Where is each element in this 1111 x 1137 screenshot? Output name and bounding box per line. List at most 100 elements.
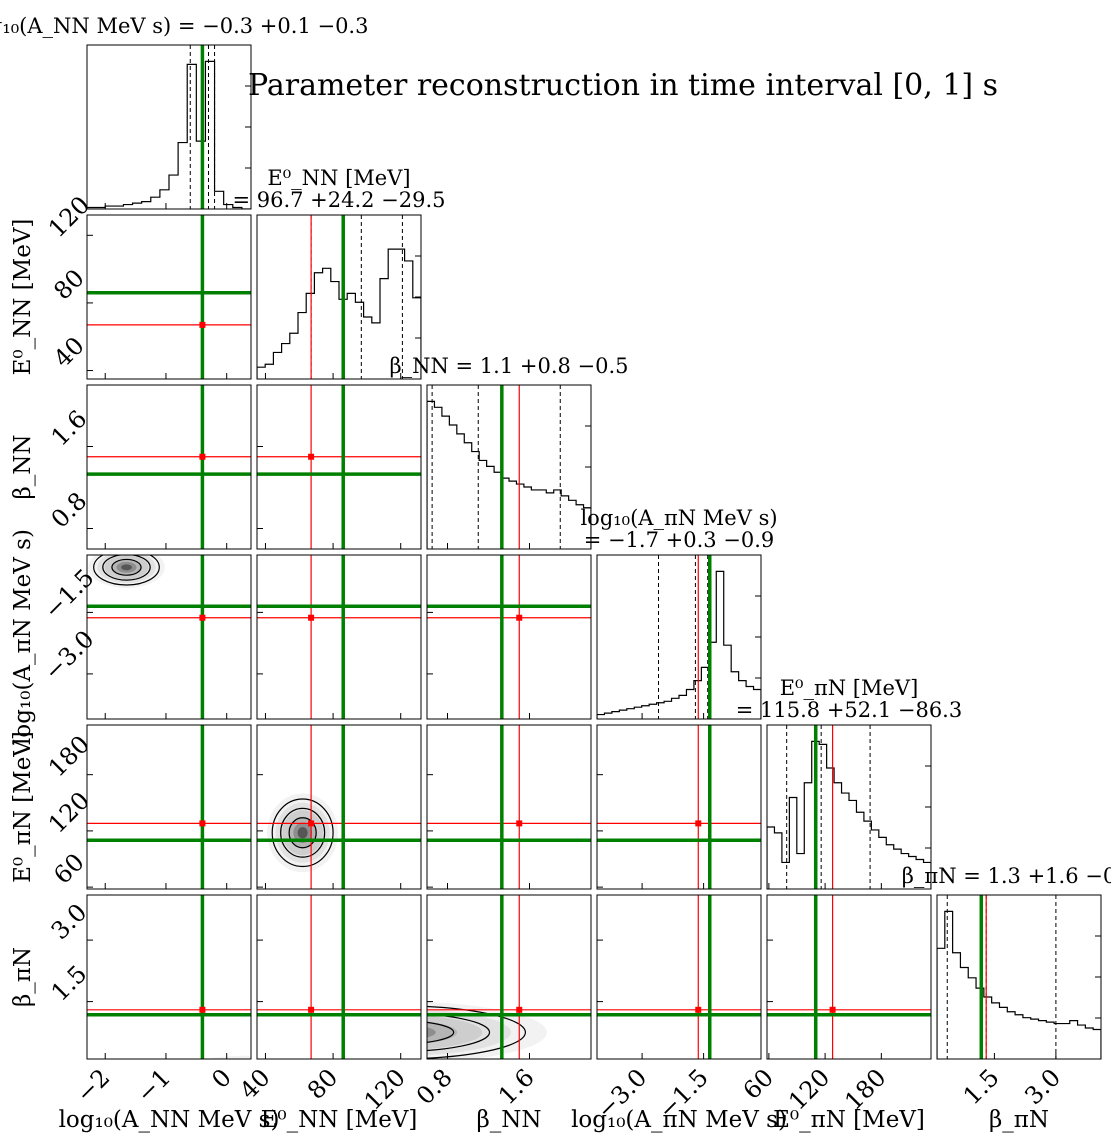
panel-background	[597, 895, 761, 1059]
panel-frame	[256, 894, 422, 1060]
marginal-2	[427, 385, 591, 549]
panel-frame	[596, 894, 762, 1060]
panel-4-0	[87, 725, 251, 889]
y-tick-label: 40	[48, 331, 89, 372]
x-tick-label: 0.8	[411, 1063, 458, 1110]
contour-line	[93, 555, 160, 586]
panel-frame	[86, 724, 252, 890]
marginal-title: β_πN = 1.3 +1.6 −0.9	[902, 864, 1111, 888]
contour-line	[427, 1005, 526, 1059]
panel-frame	[86, 894, 252, 1060]
panel-frame	[256, 724, 422, 890]
histogram-step	[427, 400, 591, 549]
marginal-0	[87, 45, 251, 209]
marginal-title-value: = −1.7 +0.3 −0.9	[584, 528, 775, 552]
panel-background	[87, 895, 251, 1059]
reference-marker	[695, 820, 702, 827]
panel-3-1	[257, 555, 421, 719]
density-level	[427, 1021, 458, 1044]
marginal-title-value: = 96.7 +24.2 −29.5	[232, 188, 445, 212]
marginal-frame	[426, 384, 592, 550]
marginal-title: log₁₀(A_NN MeV s) = −0.3 +0.1 −0.3	[0, 14, 368, 38]
panel-background	[257, 385, 421, 549]
panel-frame	[426, 894, 592, 1060]
reference-marker	[308, 1006, 315, 1013]
density-level	[427, 1027, 436, 1038]
reference-marker	[199, 1006, 206, 1013]
y-tick-label: 60	[48, 848, 89, 889]
x-axis-label: β_πN	[989, 1107, 1049, 1133]
panel-frame	[86, 384, 252, 550]
panel-4-3	[597, 725, 761, 889]
panel-background	[87, 215, 251, 379]
reference-marker	[199, 820, 206, 827]
x-tick-label: 40	[234, 1063, 275, 1104]
panel-background	[597, 725, 761, 889]
panel-frame	[596, 724, 762, 890]
x-tick-label: −2	[71, 1063, 116, 1108]
y-tick-label: 1.5	[46, 960, 93, 1007]
panel-5-1	[257, 895, 421, 1059]
marginal-1	[257, 215, 421, 379]
reference-marker	[695, 1006, 702, 1013]
contour-line	[280, 807, 326, 858]
panel-5-0	[87, 895, 251, 1059]
marginal-frame	[936, 894, 1102, 1060]
x-tick-label: 0	[206, 1063, 237, 1094]
panel-background	[87, 385, 251, 549]
panel-background	[87, 725, 251, 889]
marginal-title-value: = 115.8 +52.1 −86.3	[736, 698, 962, 722]
contour-line	[288, 817, 317, 849]
marginal-3	[597, 555, 761, 719]
panel-frame	[86, 554, 252, 720]
panel-frame	[766, 894, 932, 1060]
panel-3-2	[427, 555, 591, 719]
x-tick-label: 80	[302, 1063, 343, 1104]
histogram-step	[937, 910, 1101, 1059]
panel-frame	[256, 554, 422, 720]
histogram-step	[87, 60, 251, 209]
y-axis-label: log₁₀(A_πN MeV s)	[10, 529, 36, 745]
panel-5-2	[427, 895, 591, 1059]
x-tick-label: 3.0	[1019, 1063, 1066, 1110]
panel-3-0	[87, 555, 251, 719]
panel-5-3	[597, 895, 761, 1059]
reference-marker	[199, 614, 206, 621]
marginal-5	[937, 895, 1101, 1059]
panel-5-4	[767, 895, 931, 1059]
density-level	[207, 1055, 251, 1059]
marginal-title: E⁰_πN [MeV]	[780, 676, 919, 700]
reference-marker	[516, 820, 523, 827]
marginal-frame	[596, 554, 762, 720]
y-axis-label: β_πN	[10, 947, 36, 1007]
x-axis-label: log₁₀(A_πN MeV s)	[571, 1107, 787, 1133]
marginal-title: β_NN = 1.1 +0.8 −0.5	[389, 354, 628, 378]
contour-line	[111, 558, 142, 576]
reference-marker	[308, 453, 315, 460]
density-level	[121, 564, 132, 571]
marginal-title: E⁰_NN [MeV]	[267, 166, 410, 190]
x-tick-label: 1.5	[958, 1063, 1005, 1110]
panel-frame	[256, 384, 422, 550]
y-tick-label: 80	[48, 264, 89, 305]
marginal-4	[767, 725, 931, 889]
reference-marker	[199, 321, 206, 328]
panel-background	[767, 895, 931, 1059]
reference-marker	[829, 1006, 836, 1013]
marginal-title: log₁₀(A_πN MeV s)	[580, 506, 777, 530]
contour-line	[427, 1013, 491, 1052]
panel-4-2	[427, 725, 591, 889]
y-tick-label: 3.0	[46, 898, 93, 945]
x-tick-label: −1	[131, 1063, 176, 1108]
panel-frame	[86, 214, 252, 380]
histogram-step	[597, 570, 761, 719]
reference-marker	[308, 614, 315, 621]
panel-1-0	[87, 215, 251, 379]
panel-background	[257, 895, 421, 1059]
histogram-step	[257, 248, 421, 379]
panel-2-1	[257, 385, 421, 549]
y-tick-label: 0.8	[46, 487, 93, 534]
panel-background	[427, 555, 591, 719]
